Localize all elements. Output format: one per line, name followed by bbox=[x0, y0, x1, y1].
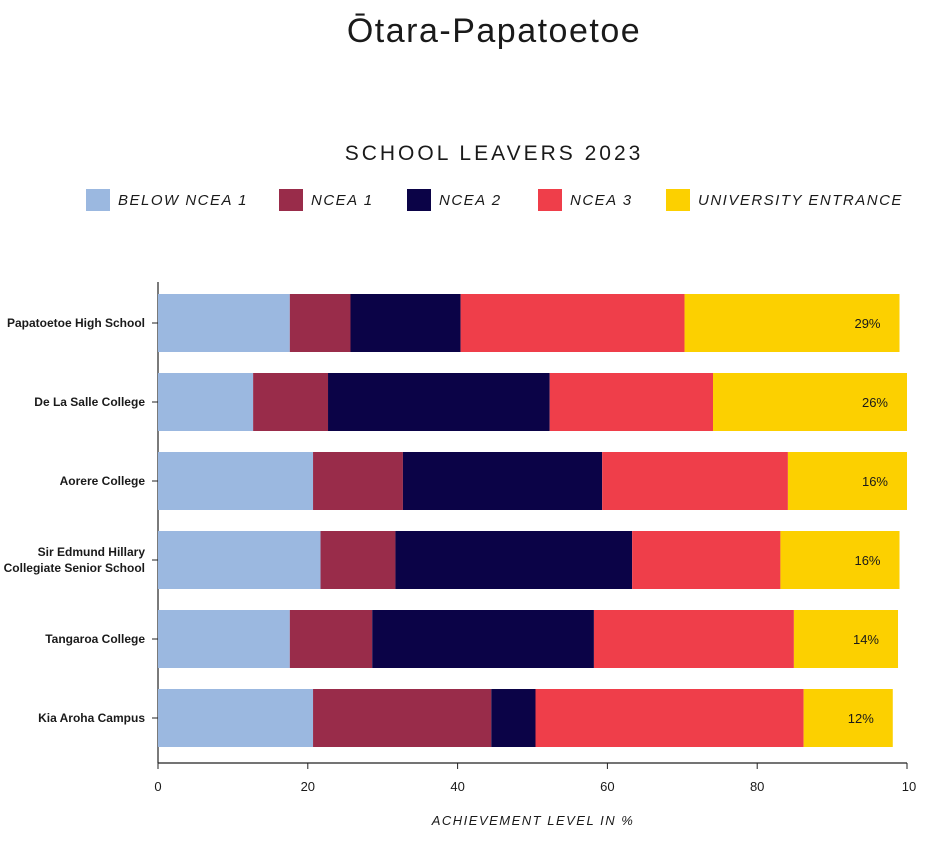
bar-segment bbox=[780, 531, 900, 589]
legend-label: BELOW NCEA 1 bbox=[118, 191, 248, 209]
legend-item-ncea-2: NCEA 2 bbox=[407, 186, 502, 214]
category-label: Tangaroa College bbox=[45, 632, 145, 646]
bar-segment bbox=[158, 373, 254, 431]
legend-label: NCEA 3 bbox=[570, 191, 633, 209]
x-axis-title: ACHIEVEMENT LEVEL IN % bbox=[431, 813, 635, 828]
bar-segment bbox=[328, 373, 550, 431]
bar-segment bbox=[491, 689, 536, 747]
data-label: 16% bbox=[854, 553, 880, 568]
data-label: 12% bbox=[848, 711, 874, 726]
bar-segment bbox=[787, 452, 907, 510]
bar-segment bbox=[313, 452, 403, 510]
bar-segment bbox=[253, 373, 329, 431]
chart-title: SCHOOL LEAVERS 2023 bbox=[344, 142, 644, 165]
page-title: Ōtara-Papatoetoe bbox=[346, 12, 642, 50]
bar-segment bbox=[402, 452, 603, 510]
bar-segment bbox=[158, 294, 290, 352]
bar-segment bbox=[320, 531, 396, 589]
legend-swatch bbox=[279, 189, 303, 211]
data-label: 16% bbox=[862, 474, 888, 489]
legend-label: NCEA 2 bbox=[439, 191, 502, 209]
bar-segment bbox=[158, 452, 314, 510]
data-label: 26% bbox=[862, 395, 888, 410]
legend-swatch bbox=[538, 189, 562, 211]
legend-item-ncea-1: NCEA 1 bbox=[279, 186, 374, 214]
bar-segment bbox=[395, 531, 633, 589]
bar-segment bbox=[535, 689, 804, 747]
bar-segment bbox=[549, 373, 714, 431]
bar-segment bbox=[684, 294, 900, 352]
x-tick-label: 10 bbox=[901, 779, 917, 794]
x-tick-label: 60 bbox=[600, 779, 615, 794]
bar-segment bbox=[803, 689, 893, 747]
category-label: Aorere College bbox=[59, 474, 145, 488]
legend-item-below-ncea-1: BELOW NCEA 1 bbox=[86, 186, 248, 214]
category-label: Papatoetoe High School bbox=[6, 316, 145, 330]
bar-segment bbox=[350, 294, 461, 352]
legend-label: UNIVERSITY ENTRANCE bbox=[698, 191, 903, 209]
x-tick-label: 80 bbox=[749, 779, 765, 794]
legend-swatch bbox=[666, 189, 690, 211]
bar-segment bbox=[313, 689, 492, 747]
bar-segment bbox=[289, 610, 373, 668]
bar-segment bbox=[158, 610, 290, 668]
bar-segment bbox=[158, 689, 314, 747]
legend-label: NCEA 1 bbox=[311, 191, 374, 209]
category-label: Kia Aroha Campus bbox=[38, 711, 145, 725]
category-label: Sir Edmund Hillary Collegiate Senior Sch… bbox=[3, 545, 145, 575]
legend-item-university-entrance: UNIVERSITY ENTRANCE bbox=[666, 186, 903, 214]
legend-swatch bbox=[407, 189, 431, 211]
bar-segment bbox=[602, 452, 788, 510]
bar-segment bbox=[713, 373, 907, 431]
bar-segment bbox=[793, 610, 899, 668]
legend: BELOW NCEA 1 NCEA 1 NCEA 2 NCEA 3 UNIVER… bbox=[0, 186, 931, 214]
bar-segment bbox=[372, 610, 594, 668]
category-label: De La Salle College bbox=[34, 395, 145, 409]
bar-segment bbox=[632, 531, 781, 589]
x-tick-label: 40 bbox=[450, 779, 465, 794]
bar-segment bbox=[158, 531, 321, 589]
bar-segment bbox=[460, 294, 685, 352]
data-label: 29% bbox=[854, 316, 880, 331]
x-tick-label: 20 bbox=[300, 779, 316, 794]
x-tick-label: 0 bbox=[154, 779, 162, 794]
bar-segment bbox=[593, 610, 794, 668]
legend-item-ncea-3: NCEA 3 bbox=[538, 186, 633, 214]
data-label: 14% bbox=[853, 632, 879, 647]
bar-segment bbox=[289, 294, 351, 352]
legend-swatch bbox=[86, 189, 110, 211]
